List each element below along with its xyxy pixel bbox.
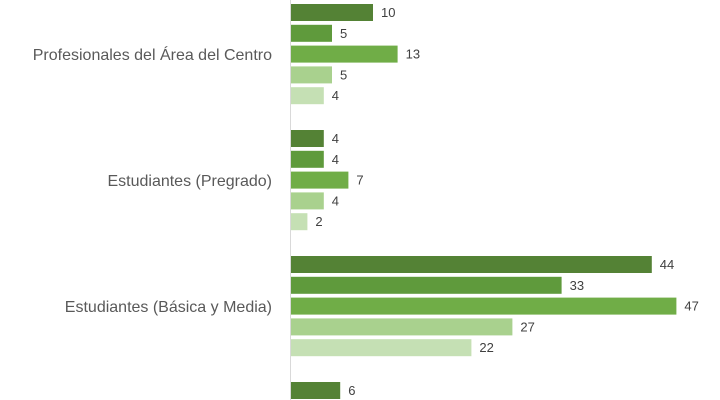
data-label: 4 — [332, 131, 339, 146]
bar — [291, 339, 472, 357]
data-label: 47 — [684, 299, 698, 314]
bar — [291, 24, 332, 42]
bar — [291, 66, 332, 84]
bar — [291, 256, 652, 273]
data-label: 27 — [520, 319, 534, 334]
bars-group — [291, 4, 677, 399]
bar — [291, 4, 373, 21]
bar — [291, 213, 308, 231]
data-label: 4 — [332, 152, 339, 167]
labels-group: Profesionales del Área del Centro1051354… — [33, 5, 699, 398]
data-label: 22 — [479, 340, 493, 355]
data-label: 10 — [381, 5, 395, 20]
bar — [291, 276, 562, 294]
bar — [291, 382, 341, 399]
bar — [291, 318, 513, 336]
bar — [291, 45, 398, 63]
data-label: 13 — [406, 47, 420, 62]
data-label: 6 — [348, 383, 355, 398]
data-label: 33 — [570, 278, 584, 293]
category-label: Estudiantes (Pregrado) — [107, 173, 272, 190]
bar — [291, 130, 324, 147]
data-label: 7 — [356, 173, 363, 188]
bar — [291, 87, 324, 105]
data-label: 5 — [340, 67, 347, 82]
data-label: 4 — [332, 193, 339, 208]
data-label: 5 — [340, 26, 347, 41]
bar — [291, 150, 324, 168]
bar — [291, 297, 677, 315]
data-label: 4 — [332, 88, 339, 103]
bar — [291, 192, 324, 210]
data-label: 44 — [660, 257, 674, 272]
category-label: Estudiantes (Básica y Media) — [65, 299, 272, 316]
category-label: Profesionales del Área del Centro — [33, 45, 272, 64]
bar — [291, 171, 349, 189]
data-label: 2 — [315, 214, 322, 229]
